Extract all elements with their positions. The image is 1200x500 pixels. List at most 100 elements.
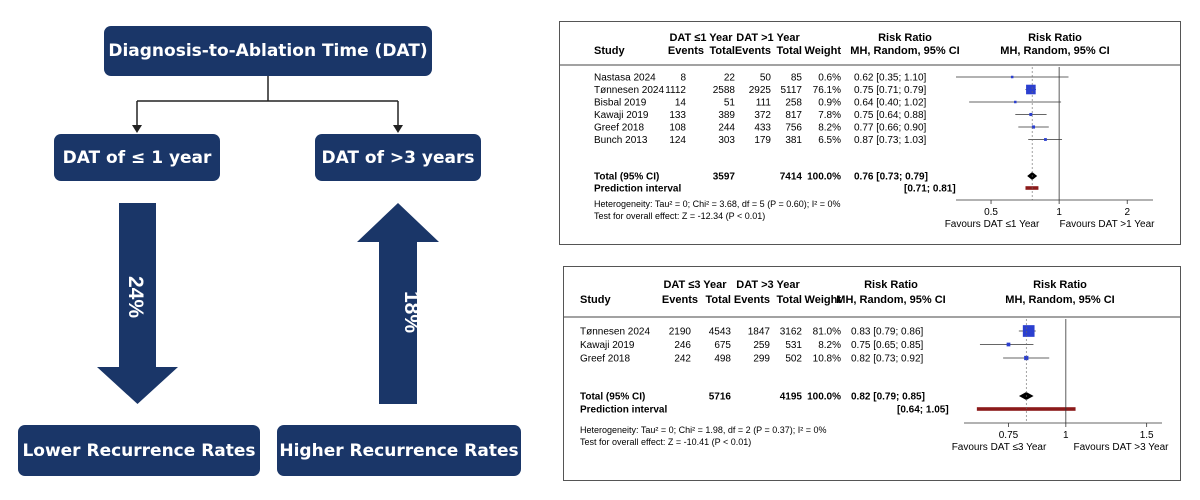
- fp-study-name: Nastasa 2024: [594, 73, 656, 84]
- fp-study-name: Tønnesen 2024: [580, 327, 650, 338]
- fp-rr-ci: 0.64 [0.40; 1.02]: [854, 98, 927, 109]
- fp-events-2: 179: [754, 135, 771, 146]
- fp-total-sum-1: 5716: [709, 392, 732, 403]
- fp-total-2: 817: [785, 110, 802, 121]
- fp-study-name: Bisbal 2019: [594, 98, 647, 109]
- fp-events-1: 2190: [669, 327, 692, 338]
- fp-total-1: 389: [718, 110, 735, 121]
- fp2-group2-label: DAT >3 Year: [736, 279, 800, 291]
- fp1-plot-title: Risk Ratio: [1028, 32, 1082, 44]
- fp-total-2: 258: [785, 98, 802, 109]
- higher-recurrence-box: Higher Recurrence Rates: [277, 425, 521, 476]
- fp-rr-ci: 0.75 [0.64; 0.88]: [854, 110, 927, 121]
- fp2-col-events-2: Events: [734, 294, 770, 306]
- fp-study-name: Kawaji 2019: [594, 110, 649, 121]
- fp-total-1: 4543: [709, 327, 732, 338]
- fp-weight: 81.0%: [813, 327, 841, 338]
- fp-weight: 10.8%: [813, 354, 841, 365]
- fp-total-weight: 100.0%: [807, 392, 841, 403]
- fp-total-label: Total (95% CI): [580, 392, 645, 403]
- fp-total-1: 675: [714, 340, 731, 351]
- fp-events-2: 299: [753, 354, 770, 365]
- fp1-col-weight: Weight: [805, 45, 842, 57]
- right-percentage: 18%: [400, 291, 423, 333]
- forest-plot-1-svg: DAT ≤1 Year DAT >1 Year Risk Ratio Risk …: [560, 32, 1180, 230]
- down-arrow-shape: [97, 203, 178, 404]
- fp-study-square: [1044, 138, 1047, 141]
- fp-study-square: [1022, 325, 1035, 337]
- fp-study-name: Tønnesen 2024: [594, 85, 664, 96]
- fp2-heterogeneity: Heterogeneity: Tau² = 0; Chi² = 1.98, df…: [580, 425, 827, 435]
- fp-tick-label: 0.75: [999, 430, 1019, 441]
- forest-plot-1: DAT ≤1 Year DAT >1 Year Risk Ratio Risk …: [559, 21, 1181, 245]
- forest-plot-2: DAT ≤3 Year DAT >3 Year Risk Ratio Risk …: [563, 266, 1181, 481]
- fp2-col-study: Study: [580, 294, 611, 306]
- fp-events-1: 108: [669, 123, 686, 134]
- fp-events-2: 2925: [749, 85, 772, 96]
- fp1-overall-effect: Test for overall effect: Z = -12.34 (P <…: [594, 211, 765, 221]
- lower-recurrence-box: Lower Recurrence Rates: [18, 425, 260, 476]
- fp1-col-events-1: Events: [668, 45, 704, 57]
- fp2-col-weight: Weight: [805, 294, 842, 306]
- fp2-plot-area: Tønnesen 2024 2190 4543 1847 3162 81.0% 0.83 […: [580, 319, 1169, 453]
- fp-favours-right: Favours DAT >1 Year: [1060, 219, 1156, 230]
- fp-study-name: Greef 2018: [580, 354, 630, 365]
- fp-total-2: 531: [785, 340, 802, 351]
- fp-favours-right: Favours DAT >3 Year: [1074, 442, 1170, 453]
- fp-total-1: 244: [718, 123, 735, 134]
- fp-study-square: [1014, 100, 1017, 104]
- fp-weight: 6.5%: [818, 135, 841, 146]
- fp-prediction-rr: [0.71; 0.81]: [904, 184, 956, 195]
- fp-events-1: 242: [674, 354, 691, 365]
- fp-study-name: Bunch 2013: [594, 135, 648, 146]
- fp-total-sum-2: 4195: [780, 392, 803, 403]
- connector-right-arrowhead: [393, 125, 403, 133]
- fp1-col-events-2: Events: [735, 45, 771, 57]
- fp-total-sum-1: 3597: [713, 172, 736, 183]
- fp2-group1-label: DAT ≤3 Year: [663, 279, 727, 291]
- fp-tick-label: 1: [1063, 430, 1069, 441]
- fp-events-2: 372: [754, 110, 771, 121]
- forest-plot-2-svg: DAT ≤3 Year DAT >3 Year Risk Ratio Risk …: [564, 279, 1180, 453]
- fp-total-1: 498: [714, 354, 731, 365]
- fp-tick-label: 2: [1124, 207, 1130, 218]
- fp-study-square: [1031, 125, 1036, 129]
- fp-rr-ci: 0.77 [0.66; 0.90]: [854, 123, 927, 134]
- fp-total-1: 22: [724, 73, 736, 84]
- dat-title-text: Diagnosis-to-Ablation Time (DAT): [108, 41, 428, 61]
- fp1-plot-area: Nastasa 2024 8 22 50 85 0.6% 0.62 [0.35; 1.10]…: [594, 67, 1155, 230]
- fp-tick-label: 0.5: [984, 207, 998, 218]
- fp-events-1: 8: [680, 73, 686, 84]
- fp-total-1: 303: [718, 135, 735, 146]
- fp-total-2: 5117: [780, 85, 802, 96]
- fp2-col-total-1: Total: [706, 294, 731, 306]
- fp-favours-left: Favours DAT ≤1 Year: [945, 219, 1040, 230]
- fp-study-square: [1026, 84, 1036, 95]
- up-arrow-shape: [357, 203, 439, 404]
- fp-rr-ci: 0.75 [0.71; 0.79]: [854, 85, 927, 96]
- fp-favours-left: Favours DAT ≤3 Year: [952, 442, 1047, 453]
- fp-rr-ci: 0.87 [0.73; 1.03]: [854, 135, 927, 146]
- dat-gt3-box: DAT of >3 years: [315, 134, 481, 181]
- fp-study-square: [1024, 355, 1029, 361]
- fp2-plot-title: Risk Ratio: [1033, 279, 1087, 291]
- fp-events-1: 14: [675, 98, 687, 109]
- fp-prediction-rr: [0.64; 1.05]: [897, 405, 949, 416]
- diagram-connectors: 24% 18%: [97, 76, 439, 404]
- fp1-rr-col-title: Risk Ratio: [878, 32, 932, 44]
- fp-weight: 0.6%: [818, 73, 841, 84]
- fp-total-sum-2: 7414: [780, 172, 803, 183]
- fp-events-1: 133: [669, 110, 686, 121]
- fp-prediction-label: Prediction interval: [594, 184, 681, 195]
- fp1-group2-label: DAT >1 Year: [736, 32, 800, 44]
- fp-total-2: 381: [785, 135, 802, 146]
- fp-rr-ci: 0.83 [0.79; 0.86]: [851, 327, 924, 338]
- fp-rr-ci: 0.82 [0.73; 0.92]: [851, 354, 924, 365]
- fp-weight: 8.2%: [818, 340, 841, 351]
- fp-weight: 76.1%: [813, 85, 841, 96]
- fp-events-1: 1112: [665, 85, 686, 96]
- fp-study-name: Greef 2018: [594, 123, 644, 134]
- fp1-plot-sub: MH, Random, 95% CI: [1000, 45, 1109, 57]
- fp-study-name: Kawaji 2019: [580, 340, 635, 351]
- fp-study-square: [1010, 75, 1014, 79]
